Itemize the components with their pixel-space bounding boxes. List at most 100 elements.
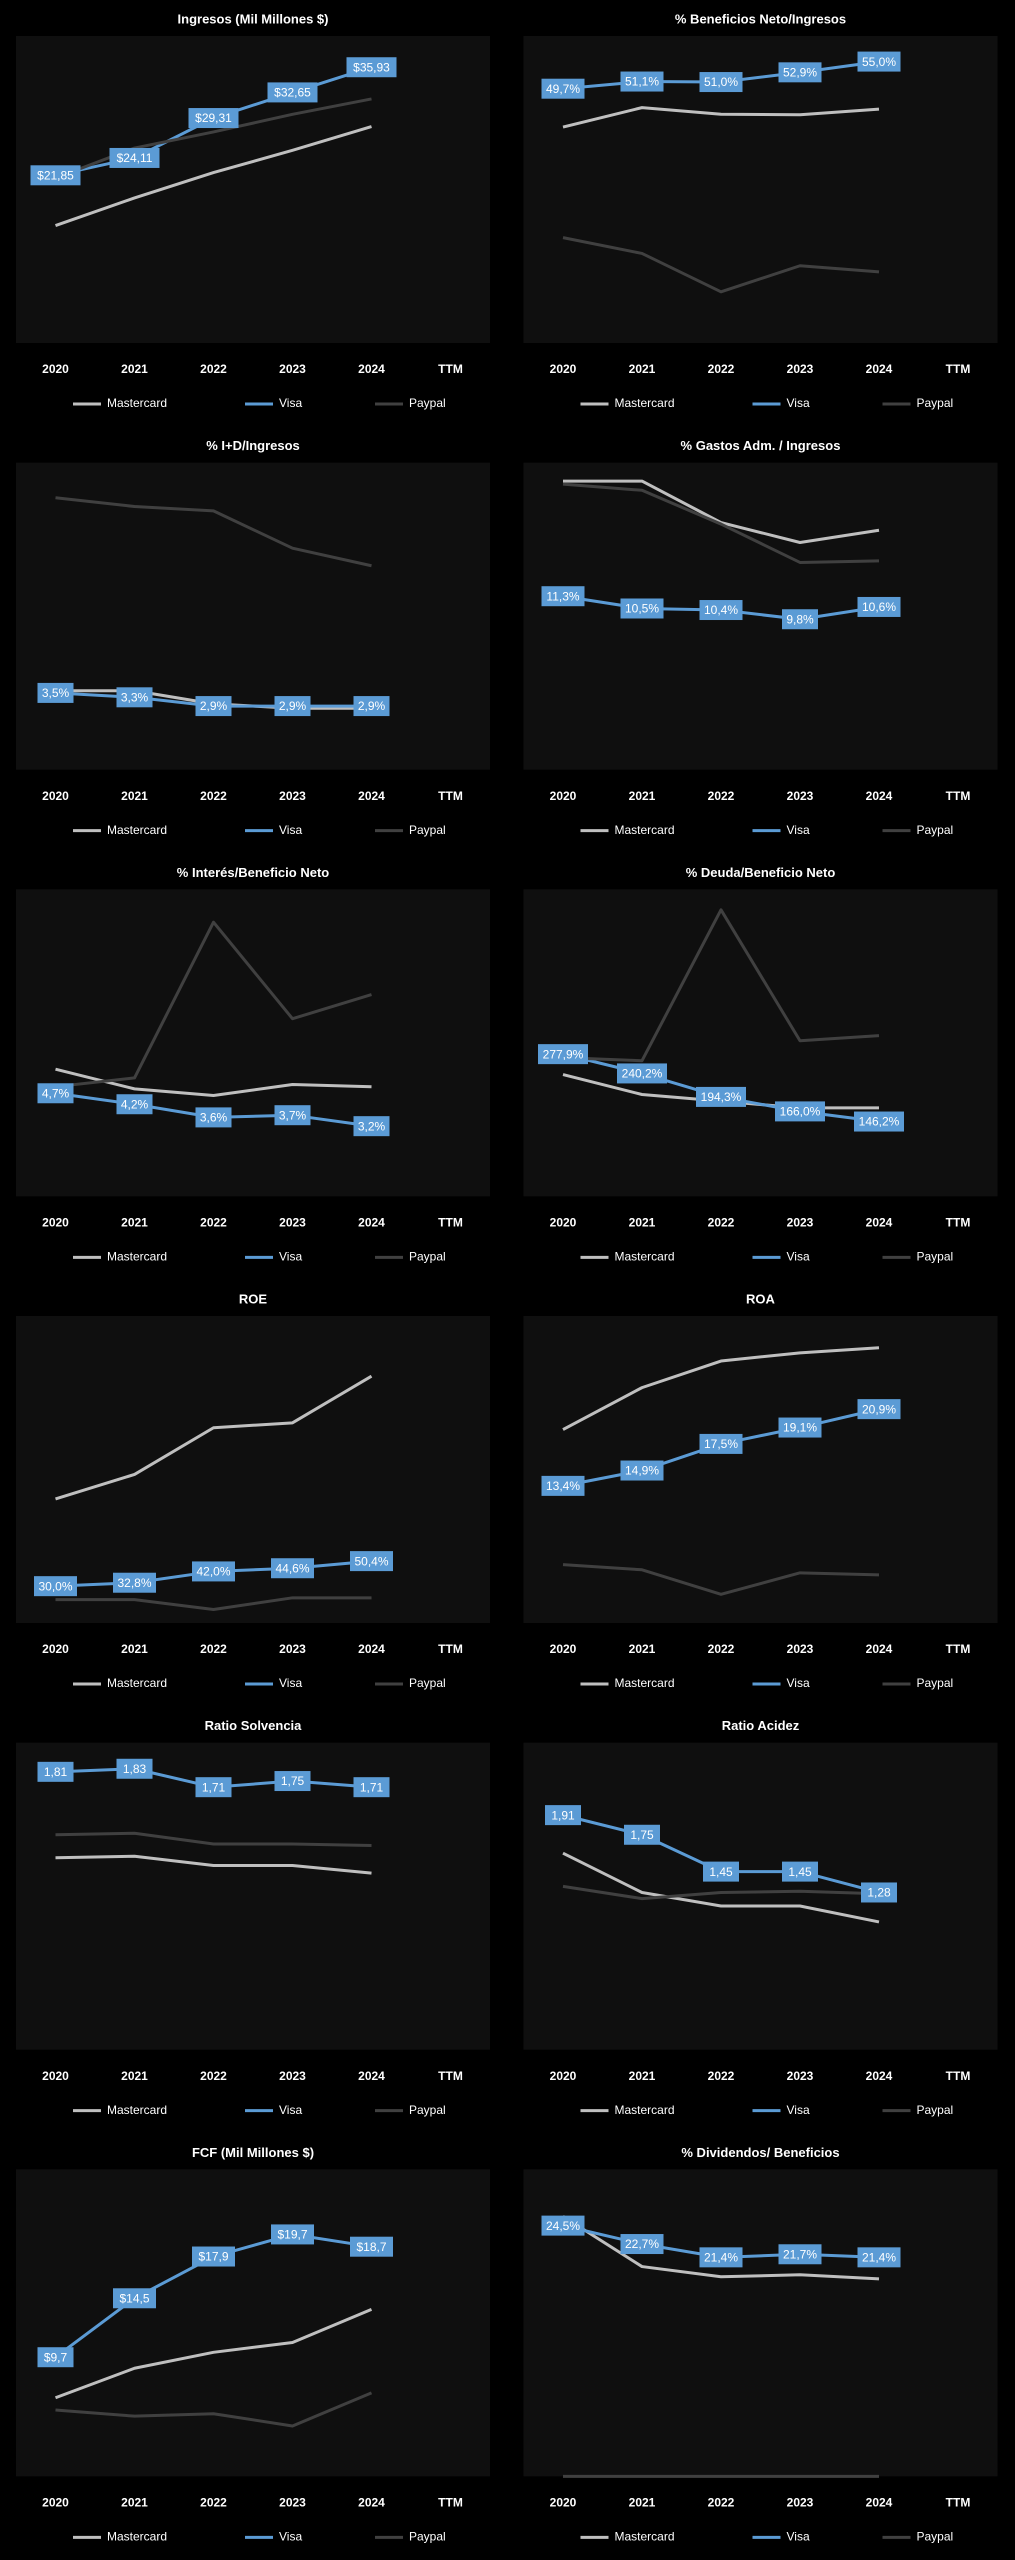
data-label-box: [541, 2215, 585, 2236]
x-tick-label: TTM: [946, 362, 971, 376]
data-label: 52,9%: [783, 66, 817, 80]
data-label-box: [350, 1551, 393, 1572]
data-label-box: [30, 165, 81, 186]
x-tick-label: 2021: [121, 1642, 148, 1656]
x-tick-label: 2021: [121, 2496, 148, 2510]
series-line: [55, 2391, 373, 2428]
chart-panel: FCF (Mil Millones $) 2020 2021 2022 2023 2024…: [16, 2145, 490, 2544]
chart-title: Ratio Acidez: [722, 1718, 800, 1733]
data-label-box: [782, 609, 818, 630]
data-label-box: [192, 1561, 235, 1582]
data-label-box: [353, 1116, 390, 1137]
chart-title: Ratio Solvencia: [205, 1718, 303, 1733]
x-tick-label: TTM: [438, 1642, 463, 1656]
data-label: 1,83: [123, 1762, 147, 1776]
data-label-box: [195, 1107, 232, 1128]
data-label-box: [188, 108, 239, 129]
data-label-box: [778, 62, 822, 83]
data-label: 49,7%: [546, 82, 580, 96]
chart-title: ROA: [746, 1291, 776, 1306]
data-label-box: [775, 1101, 825, 1122]
data-label: 3,5%: [42, 686, 70, 700]
x-tick-label: 2020: [550, 1216, 577, 1230]
x-tick-label: 2022: [708, 2496, 735, 2510]
x-tick-label: 2022: [708, 1216, 735, 1230]
chart-panel: % Gastos Adm. / Ingresos 2020 2021 2022 2023…: [523, 438, 998, 837]
x-tick-label: 2024: [358, 1216, 385, 1230]
x-tick-label: 2023: [279, 2496, 306, 2510]
data-label: $32,65: [274, 86, 311, 100]
data-label-box: [782, 1861, 818, 1882]
legend-label: Paypal: [409, 2530, 446, 2544]
x-tick-label: 2023: [279, 1642, 306, 1656]
data-label-box: [37, 1083, 74, 1104]
series-line: [55, 125, 372, 227]
legend-label: Mastercard: [107, 396, 167, 410]
x-tick-label: 2020: [550, 362, 577, 376]
x-tick-label: 2022: [200, 1216, 227, 1230]
data-label: 1,75: [281, 1774, 305, 1788]
x-tick-label: 2022: [200, 1642, 227, 1656]
data-label: 20,9%: [862, 1402, 896, 1416]
x-tick-label: 2023: [279, 1216, 306, 1230]
x-tick-label: TTM: [438, 1216, 463, 1230]
x-tick-label: 2023: [787, 362, 814, 376]
x-tick-label: 2021: [121, 2069, 148, 2083]
chart-panel: % I+D/Ingresos 2020 2021 2022 2023 2024 TTM Mas…: [16, 438, 490, 837]
plot-area: [523, 2169, 998, 2477]
x-tick-label: TTM: [438, 362, 463, 376]
legend-label: Visa: [787, 1676, 810, 1690]
legend-label: Paypal: [917, 1250, 954, 1264]
data-label: $21,85: [37, 168, 74, 182]
legend-label: Paypal: [917, 823, 954, 837]
legend-label: Mastercard: [107, 1676, 167, 1690]
data-label-box: [541, 1475, 585, 1496]
series-line: [562, 1346, 880, 1431]
data-label-box: [857, 1399, 901, 1420]
data-label-box: [703, 1861, 739, 1882]
data-label: 3,7%: [279, 1108, 307, 1122]
chart-panel: % Interés/Beneficio Neto 2020 2021 2022 2023…: [16, 865, 490, 1264]
data-label-box: [350, 2236, 393, 2257]
data-label: 10,4%: [704, 603, 738, 617]
legend-label: Paypal: [917, 2530, 954, 2544]
legend-label: Paypal: [917, 2103, 954, 2117]
data-label-box: [861, 1882, 897, 1903]
data-label: 194,3%: [701, 1090, 742, 1104]
data-label: 17,5%: [704, 1437, 738, 1451]
data-label: $24,11: [117, 151, 153, 165]
chart-title: FCF (Mil Millones $): [192, 2145, 314, 2160]
data-label: 21,4%: [862, 2251, 896, 2265]
plot-area: [16, 1316, 490, 1623]
x-tick-label: 2024: [358, 2069, 385, 2083]
x-tick-label: TTM: [946, 1216, 971, 1230]
x-tick-label: 2020: [42, 2069, 69, 2083]
x-tick-label: 2020: [42, 2496, 69, 2510]
legend-label: Paypal: [917, 1676, 954, 1690]
data-label: 24,5%: [546, 2219, 580, 2233]
data-label-box: [271, 2224, 314, 2245]
data-label-box: [116, 687, 153, 708]
data-label: 14,9%: [625, 1464, 659, 1478]
legend-label: Visa: [279, 2530, 302, 2544]
data-label-box: [699, 600, 743, 621]
legend-label: Visa: [787, 2530, 810, 2544]
legend-label: Visa: [279, 396, 302, 410]
data-label: 1,81: [44, 1765, 68, 1779]
data-label: 50,4%: [354, 1554, 388, 1568]
data-label: 55,0%: [862, 55, 896, 69]
plot-area: [523, 36, 998, 343]
x-tick-label: 2022: [200, 2069, 227, 2083]
legend-label: Paypal: [409, 2103, 446, 2117]
x-tick-label: TTM: [946, 1642, 971, 1656]
data-label-box: [195, 696, 232, 717]
data-label: 51,0%: [704, 75, 738, 89]
data-label-box: [778, 2244, 822, 2265]
legend-label: Mastercard: [615, 823, 675, 837]
data-label: 2,9%: [358, 699, 386, 713]
x-tick-label: 2024: [866, 2496, 893, 2510]
x-tick-label: TTM: [438, 789, 463, 803]
x-tick-label: TTM: [438, 2496, 463, 2510]
x-tick-label: 2021: [121, 789, 148, 803]
